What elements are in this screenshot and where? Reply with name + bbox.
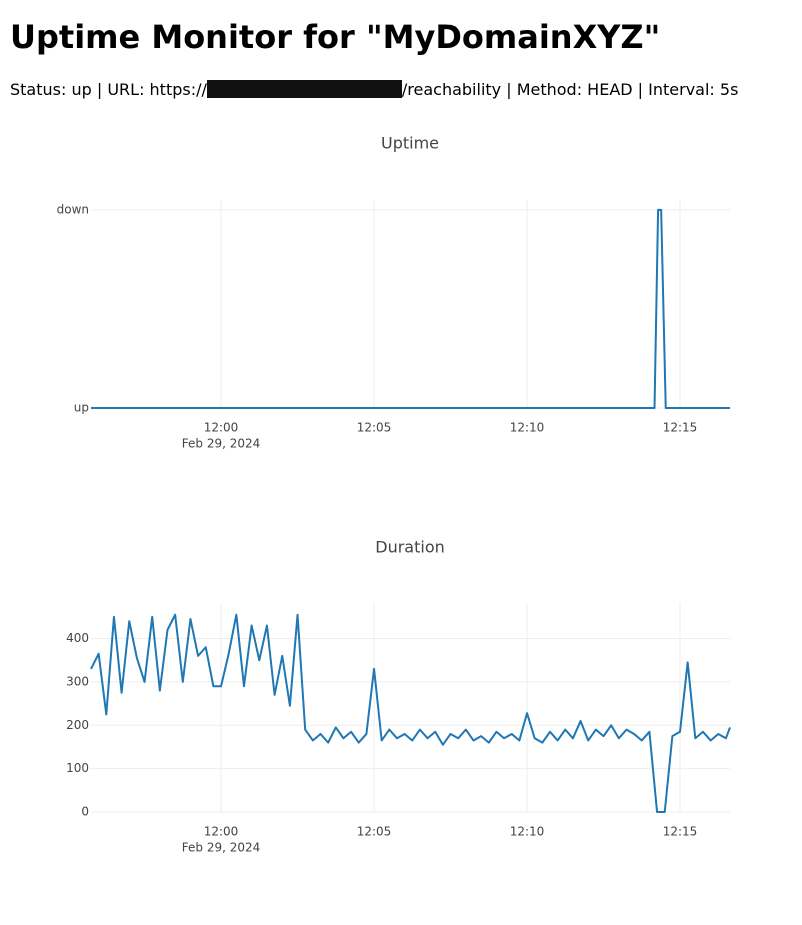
y-tick-label: 100: [66, 761, 89, 775]
x-tick-label: 12:15: [663, 421, 698, 435]
status-text: Status: up | URL: https://: [10, 80, 207, 99]
x-tick-label: 12:05: [357, 421, 392, 435]
x-tick-label: 12:00: [204, 421, 239, 435]
x-date-label: Feb 29, 2024: [182, 437, 261, 451]
y-tick-label: up: [74, 401, 89, 415]
y-tick-label: 200: [66, 718, 89, 732]
data-line: [91, 208, 730, 409]
y-tick-label: 300: [66, 674, 89, 688]
y-tick-label: 0: [81, 805, 89, 819]
status-text: /reachability | Method: HEAD | Interval:…: [401, 80, 739, 99]
data-line: [90, 613, 731, 813]
y-tick-label: down: [57, 202, 89, 216]
x-tick-label: 12:15: [663, 825, 698, 839]
x-tick-label: 12:10: [510, 825, 545, 839]
x-date-label: Feb 29, 2024: [182, 841, 261, 855]
status-line: Status: up | URL: https:// /reachability …: [10, 80, 738, 99]
y-tick-label: 400: [66, 631, 89, 645]
chart-title: Duration: [375, 538, 445, 557]
x-tick-label: 12:10: [510, 421, 545, 435]
redacted-block: [206, 80, 402, 98]
page-title: Uptime Monitor for "MyDomainXYZ": [10, 18, 661, 56]
chart-title: Uptime: [381, 134, 439, 153]
x-tick-label: 12:00: [204, 825, 239, 839]
x-tick-label: 12:05: [357, 825, 392, 839]
